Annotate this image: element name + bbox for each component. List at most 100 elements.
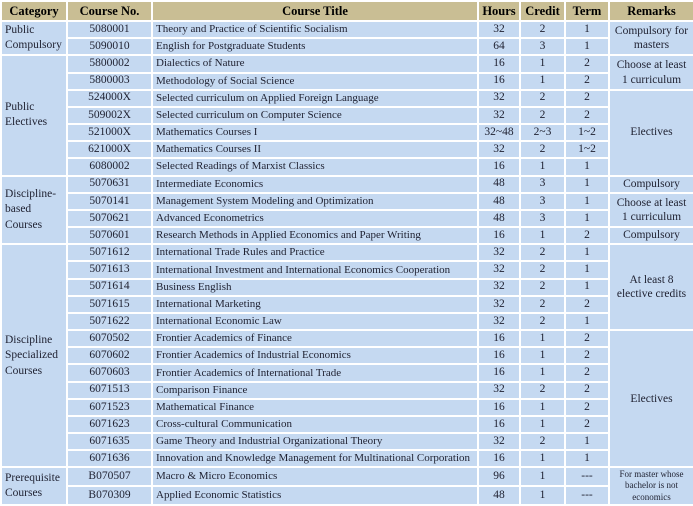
term-cell: 1	[564, 191, 610, 211]
credit-cell: 2	[519, 19, 566, 40]
term-cell: 2	[564, 414, 610, 435]
term-cell: ---	[564, 485, 610, 506]
credit-cell: 2	[519, 243, 566, 263]
course-title-cell: Research Methods in Applied Economics an…	[151, 226, 479, 246]
course-title-cell: Theory and Practice of Scientific Social…	[151, 19, 479, 40]
course-title-cell: International Marketing	[151, 294, 479, 314]
table-row: Prerequisite Courses B070507 Macro & Micro…	[0, 466, 693, 506]
table-row: Public Compulsory 5080001 Theory and Pract…	[0, 19, 693, 57]
hours-cell: 48	[477, 208, 521, 229]
term-cell: 2	[564, 226, 610, 246]
hours-cell: 32	[477, 311, 521, 332]
course-no-cell: 5070601	[66, 226, 153, 246]
hours-cell: 48	[477, 174, 521, 194]
hours-cell: 16	[477, 363, 521, 383]
course-no-cell: 5071612	[66, 243, 153, 263]
credit-cell: 2	[519, 260, 566, 280]
remarks-cell: Choose at least 1 curriculum	[608, 191, 693, 229]
table-row: Discipline Specialized Courses 5071612 Int…	[0, 243, 693, 469]
hours-cell: 32	[477, 294, 521, 314]
credit-cell: 2	[519, 105, 566, 126]
course-no-cell: B070507	[66, 466, 153, 488]
course-title-cell: Dialectics of Nature	[151, 54, 479, 74]
hours-cell: 16	[477, 157, 521, 177]
hours-cell: 48	[477, 485, 521, 506]
column-header-credit: Credit	[519, 0, 566, 22]
remarks-cell: Choose at least 1 curriculum	[608, 54, 693, 91]
hours-cell: 48	[477, 191, 521, 211]
course-title-cell: Management System Modeling and Optimizat…	[151, 191, 479, 211]
credit-cell: 1	[519, 346, 566, 366]
course-no-cell: 6071513	[66, 380, 153, 400]
term-cell: 2	[564, 105, 610, 126]
course-title-cell: Cross-cultural Communication	[151, 414, 479, 435]
table-row: 6071636 Innovation and Knowledge Manageme…	[1, 449, 693, 469]
table-row: 521000X Mathematics Courses I 32~48 2~3 1~2	[1, 123, 693, 143]
course-no-cell: 5070631	[66, 174, 153, 194]
category-cell: Public Compulsory	[0, 19, 68, 57]
course-no-cell: 6070502	[66, 329, 153, 349]
credit-cell: 2	[519, 380, 566, 400]
term-cell: 2	[564, 294, 610, 314]
course-title-cell: Selected Readings of Marxist Classics	[151, 157, 479, 177]
hours-cell: 16	[477, 54, 521, 74]
term-cell: 2	[564, 397, 610, 417]
hours-cell: 32	[477, 105, 521, 126]
hours-cell: 32	[477, 260, 521, 280]
remarks-cell: For master whose bachelor is not economi…	[608, 466, 693, 506]
term-cell: 1	[564, 19, 610, 40]
column-header-course-no: Course No.	[66, 0, 153, 22]
hours-cell: 16	[477, 71, 521, 91]
category-cell: Discipline-based Courses	[0, 174, 68, 246]
column-header-hours: Hours	[477, 0, 521, 22]
credit-cell: 1	[519, 363, 566, 383]
credit-cell: 1	[519, 485, 566, 506]
course-no-cell: 6071636	[66, 449, 153, 469]
hours-cell: 16	[477, 397, 521, 417]
hours-cell: 32	[477, 140, 521, 160]
table-row: 5071613 International Investment and Inte…	[1, 260, 693, 280]
table-row: 6071635 Game Theory and Industrial Organi…	[1, 432, 693, 452]
course-no-cell: 6071623	[66, 414, 153, 435]
table-row: 5071622 International Economic Law 32 2 1	[1, 311, 693, 332]
category-cell: Discipline Specialized Courses	[0, 243, 68, 469]
table-row: Discipline-based Courses 5070631 Intermedi…	[0, 174, 693, 246]
term-cell: 1~2	[564, 140, 610, 160]
term-cell: 1	[564, 432, 610, 452]
course-no-cell: 5071613	[66, 260, 153, 280]
term-cell: 1	[564, 243, 610, 263]
remarks-cell: At least 8 elective credits	[608, 243, 693, 332]
table-row: 6071623 Cross-cultural Communication 16 1 2	[1, 414, 693, 435]
table-row: 5800003 Methodology of Social Science 16 1 2	[1, 71, 693, 91]
hours-cell: 64	[477, 37, 521, 57]
course-no-cell: 5071615	[66, 294, 153, 314]
term-cell: 1	[564, 208, 610, 229]
remarks-cell: Electives	[608, 88, 693, 177]
course-title-cell: International Economic Law	[151, 311, 479, 332]
credit-cell: 3	[519, 191, 566, 211]
table-row: 5070601 Research Methods in Applied Econo…	[1, 226, 693, 246]
credit-cell: 2	[519, 140, 566, 160]
course-no-cell: 5090010	[66, 37, 153, 57]
credit-cell: 1	[519, 449, 566, 469]
table-row: 5070141 Management System Modeling and Op…	[1, 191, 693, 229]
term-cell: 2	[564, 380, 610, 400]
course-title-cell: International Trade Rules and Practice	[151, 243, 479, 263]
hours-cell: 32	[477, 243, 521, 263]
column-header-category: Category	[0, 0, 68, 22]
course-no-cell: 5800003	[66, 71, 153, 91]
credit-cell: 3	[519, 208, 566, 229]
credit-cell: 1	[519, 71, 566, 91]
term-cell: 1	[564, 277, 610, 297]
credit-cell: 3	[519, 37, 566, 57]
course-title-cell: Applied Economic Statistics	[151, 485, 479, 506]
course-title-cell: Mathematical Finance	[151, 397, 479, 417]
course-title-cell: Frontier Academics of Finance	[151, 329, 479, 349]
course-no-cell: 6070603	[66, 363, 153, 383]
hours-cell: 16	[477, 346, 521, 366]
course-title-cell: Innovation and Knowledge Management for …	[151, 449, 479, 469]
course-no-cell: 621000X	[66, 140, 153, 160]
term-cell: 2	[564, 346, 610, 366]
course-no-cell: 6071635	[66, 432, 153, 452]
